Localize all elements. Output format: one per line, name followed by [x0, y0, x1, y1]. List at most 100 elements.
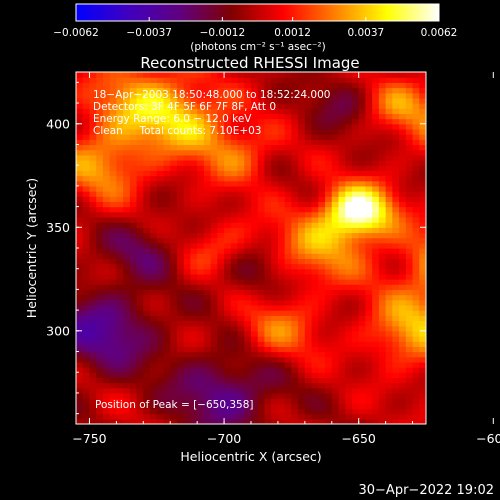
heatmap-cell [224, 211, 232, 218]
heatmap-cell [170, 222, 178, 228]
heatmap-cell [96, 294, 104, 301]
heatmap-cell [345, 279, 353, 285]
heatmap-cell [304, 165, 313, 171]
heatmap-cell [291, 206, 299, 213]
heatmap-cell [399, 367, 407, 373]
heatmap-cell [109, 336, 117, 342]
heatmap-cell [96, 185, 104, 192]
heatmap-cell [210, 289, 218, 296]
heatmap-cell [76, 346, 84, 353]
heatmap-cell [251, 92, 259, 99]
heatmap-image [76, 72, 426, 424]
heatmap-cell [405, 372, 414, 379]
heatmap-cell [405, 336, 414, 342]
heatmap-cell [96, 97, 104, 104]
heatmap-cell [109, 294, 117, 301]
heatmap-cell [163, 144, 171, 151]
heatmap-cell [345, 341, 353, 347]
heatmap-cell [338, 315, 346, 322]
heatmap-cell [230, 273, 239, 280]
heatmap-cell [311, 361, 319, 368]
heatmap-cell [102, 289, 111, 296]
colorbar-tick-label: 0.0037 [347, 27, 384, 39]
heatmap-cell [102, 325, 111, 332]
heatmap-cell [318, 392, 326, 399]
heatmap-cell [237, 273, 245, 280]
heatmap-cell [277, 206, 286, 213]
heatmap-cell [291, 279, 299, 285]
heatmap-cell [291, 258, 299, 265]
heatmap-cell [331, 279, 340, 285]
heatmap-cell [244, 253, 252, 259]
heatmap-cell [351, 72, 360, 78]
heatmap-cell [372, 118, 380, 125]
heatmap-cell [405, 392, 414, 399]
heatmap-cell [109, 108, 117, 115]
heatmap-cell [378, 268, 387, 275]
heatmap-cell [277, 87, 286, 94]
heatmap-cell [311, 330, 319, 337]
heatmap-cell [156, 185, 165, 192]
heatmap-cell [163, 403, 171, 410]
heatmap-cell [365, 361, 373, 368]
heatmap-cell [170, 413, 178, 420]
heatmap-cell [298, 356, 306, 363]
heatmap-cell [325, 367, 333, 373]
heatmap-cell [412, 216, 420, 223]
heatmap-cell [311, 201, 319, 208]
heatmap-cell [277, 403, 286, 410]
heatmap-cell [412, 372, 420, 379]
heatmap-cell [304, 82, 313, 89]
heatmap-cell [163, 113, 171, 120]
heatmap-cell [392, 175, 400, 182]
heatmap-cell [385, 377, 393, 384]
heatmap-cell [311, 356, 319, 363]
heatmap-cell [358, 103, 367, 109]
heatmap-cell [116, 211, 124, 218]
heatmap-cell [224, 398, 232, 404]
heatmap-cell [244, 128, 252, 135]
heatmap-cell [217, 160, 225, 166]
heatmap-cell [405, 97, 414, 104]
heatmap-cell [338, 320, 346, 327]
heatmap-cell [102, 263, 111, 270]
heatmap-cell [318, 263, 326, 270]
heatmap-cell [82, 320, 91, 327]
heatmap-cell [399, 154, 407, 161]
heatmap-cell [150, 392, 158, 399]
heatmap-cell [96, 248, 104, 254]
heatmap-cell [331, 128, 340, 135]
heatmap-cell [412, 279, 420, 285]
heatmap-cell [392, 82, 400, 89]
heatmap-cell [156, 325, 165, 332]
heatmap-cell [358, 268, 367, 275]
heatmap-cell [163, 258, 171, 265]
heatmap-cell [257, 237, 266, 244]
heatmap-cell [405, 341, 414, 347]
heatmap-cell [345, 211, 353, 218]
heatmap-cell [116, 123, 124, 130]
heatmap-cell [203, 227, 212, 234]
heatmap-cell [251, 216, 259, 223]
heatmap-cell [251, 367, 259, 373]
heatmap-cell [405, 382, 414, 389]
heatmap-cell [304, 211, 313, 218]
heatmap-cell [224, 222, 232, 228]
heatmap-cell [163, 299, 171, 306]
heatmap-cell [210, 108, 218, 115]
heatmap-cell [325, 191, 333, 197]
heatmap-cell [156, 123, 165, 130]
heatmap-cell [116, 160, 124, 166]
heatmap-cell [210, 191, 218, 197]
heatmap-cell [244, 273, 252, 280]
heatmap-cell [89, 387, 97, 394]
heatmap-cell [399, 170, 407, 177]
heatmap-cell [304, 279, 313, 285]
heatmap-cell [82, 222, 91, 228]
heatmap-cell [298, 361, 306, 368]
heatmap-cell [351, 160, 360, 166]
heatmap-cell [271, 392, 279, 399]
heatmap-cell [150, 165, 158, 171]
heatmap-cell [123, 160, 131, 166]
heatmap-cell [284, 82, 292, 89]
